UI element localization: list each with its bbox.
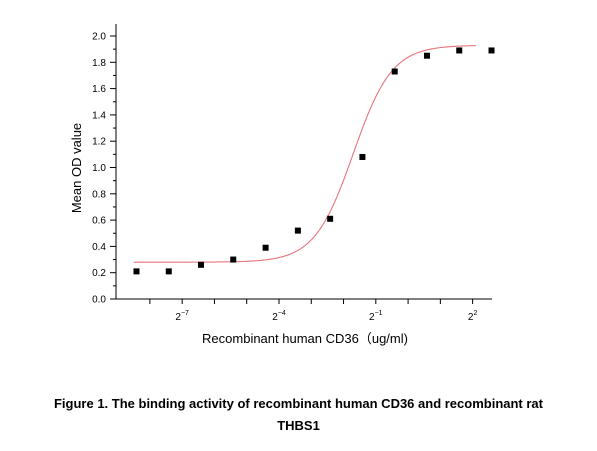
data-point [391, 68, 398, 75]
y-tick-label: 2.0 [92, 32, 106, 43]
data-point [133, 268, 140, 275]
x-tick-label: 22 [468, 310, 478, 323]
caption-line-2: THBS1 [277, 418, 320, 433]
y-axis-label: Mean OD value [69, 123, 84, 213]
data-point [488, 47, 495, 54]
caption-line-1: Figure 1. The binding activity of recomb… [53, 396, 543, 411]
fit-curve-layer [133, 45, 476, 263]
fit-curve [133, 45, 476, 263]
x-tick-label: 2−7 [175, 310, 189, 323]
data-point [327, 215, 334, 222]
y-tick-label: 0.2 [92, 268, 106, 279]
data-point [165, 268, 172, 275]
data-point [294, 227, 301, 234]
y-tick-label: 1.0 [92, 163, 106, 174]
figure-caption: Figure 1. The binding activity of recomb… [0, 393, 597, 437]
y-tick-label: 1.2 [92, 137, 106, 148]
y-tick-label: 1.8 [92, 58, 106, 69]
y-axis: 0.0 0.2 0.4 0.6 0.8 1.0 1.2 1.4 1.6 1.8 2.0 [92, 24, 117, 306]
data-points [133, 47, 495, 275]
data-point [423, 52, 430, 59]
x-axis-label: Recombinant human CD36（ug/ml) [202, 331, 408, 346]
x-tick-label: 2−4 [272, 310, 286, 323]
data-point [456, 47, 463, 54]
y-tick-label: 0.8 [92, 189, 106, 200]
data-point [197, 261, 204, 268]
y-tick-label: 1.6 [92, 84, 106, 95]
data-point [262, 244, 269, 251]
y-tick-label: 1.4 [92, 110, 106, 121]
y-tick-label: 0.4 [92, 242, 106, 253]
data-point [230, 256, 237, 263]
data-point [359, 153, 366, 160]
y-tick-label: 0.6 [92, 216, 106, 227]
y-tick-label: 0.0 [92, 295, 106, 306]
x-axis: 2−7 2−4 2−1 22 [116, 298, 492, 323]
x-tick-label: 2−1 [369, 310, 383, 323]
